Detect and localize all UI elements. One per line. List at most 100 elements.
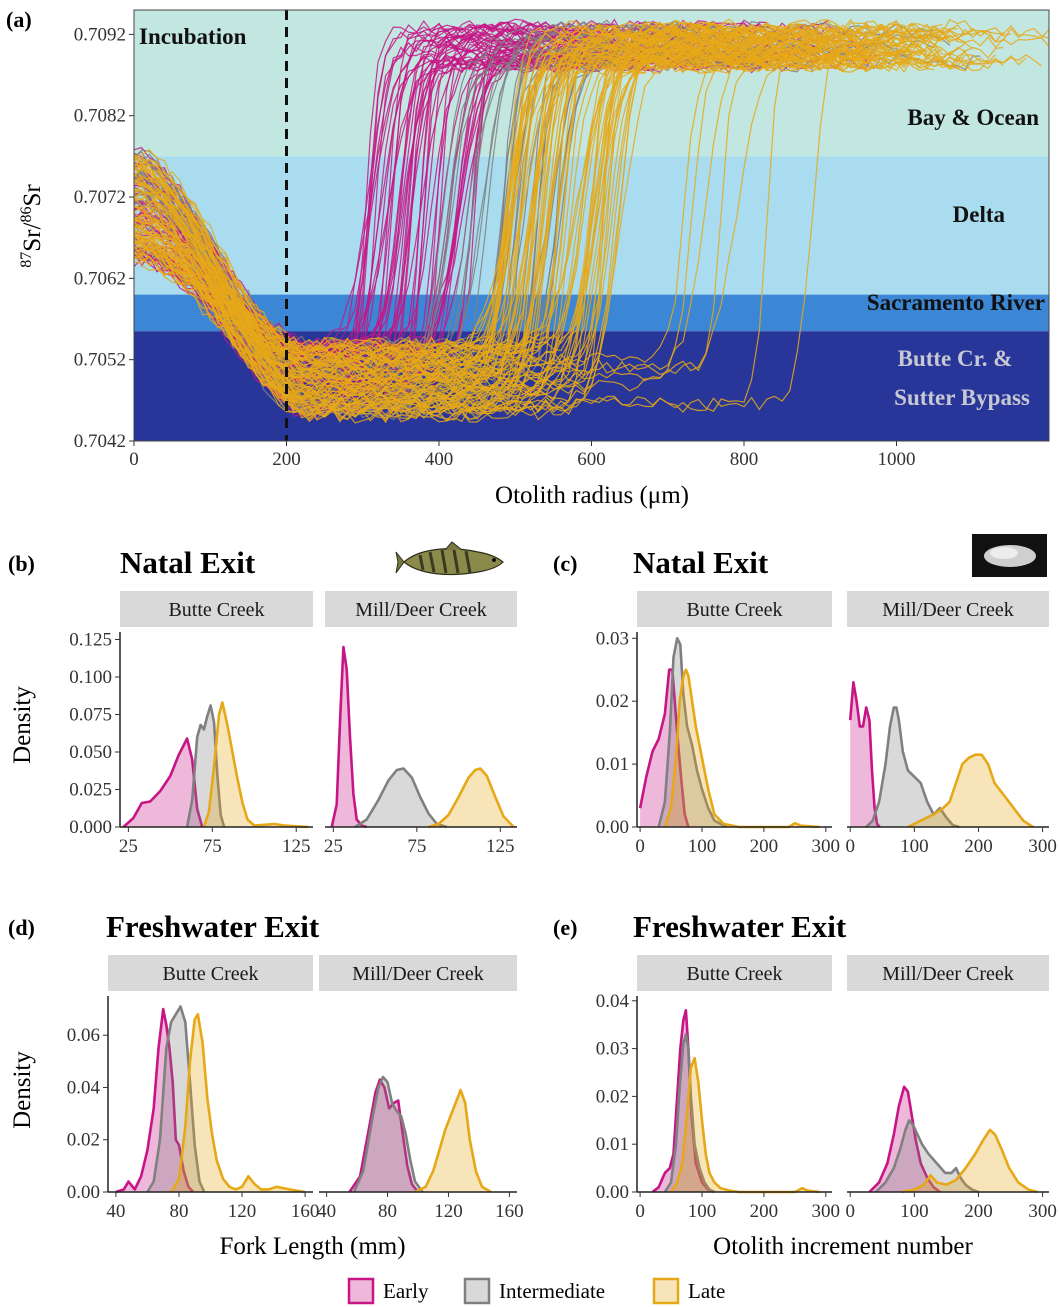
facet-strip (108, 955, 313, 991)
y-tick-label: 0.075 (69, 705, 112, 726)
y-tick-label: 0.00 (596, 1182, 629, 1203)
x-tick-label: 120 (434, 1201, 463, 1222)
x-tick-label: 0 (845, 836, 855, 857)
density-fill-late (671, 1058, 820, 1192)
panel-d-plots: Butte Creek 40 80 120 160 0.00 0.02 0.04 0.06 Mil… (9, 955, 524, 1260)
panel-a-y-axis: 0.7042 0.7052 0.7062 0.7072 0.7082 0.7092 (74, 24, 134, 452)
y-tick-label: 0.01 (596, 1134, 629, 1155)
density-fill-early (349, 1079, 418, 1192)
panel-b: (b) Natal Exit Butte Creek 25 75 125 0.000 0.… (8, 541, 517, 857)
facet-strip (325, 591, 517, 627)
density-line-early (348, 1078, 420, 1193)
trajectory-late (134, 57, 897, 422)
panel-d-letter: (d) (8, 915, 35, 940)
density-fill-intermediate (354, 1077, 423, 1192)
legend-label-intermediate: Intermediate (499, 1279, 605, 1303)
x-tick-label: 100 (900, 1201, 929, 1222)
panel-c-plots: Butte Creek 0 100 200 300 0.00 0.01 0.02 0.03 Mil… (596, 591, 1057, 857)
density-fill-late (901, 1129, 1038, 1192)
density-line-late (907, 753, 1034, 829)
panel-a-x-axis: 0 200 400 600 800 1000 (129, 441, 916, 470)
x-tick-label: 40 (106, 1201, 125, 1222)
facet-strip-label: Butte Creek (686, 599, 782, 621)
legend-swatch-intermediate (463, 1277, 491, 1305)
x-tick-label: 25 (324, 836, 343, 857)
y-tick-label: 0.025 (69, 780, 112, 801)
density-line-early (330, 645, 368, 829)
trajectory-late (134, 20, 828, 395)
facet-strip (847, 955, 1049, 991)
density-line-intermediate (663, 1032, 715, 1194)
facet-strip (120, 591, 313, 627)
x-tick-label: 25 (119, 836, 138, 857)
y-tick-label: 0.7082 (74, 106, 126, 127)
density-line-intermediate (185, 704, 226, 828)
panel-d: (d) Freshwater Exit Butte Creek 40 80 120 16… (8, 909, 524, 1260)
x-tick-label: 300 (812, 1201, 841, 1222)
legend: Early Intermediate Late (347, 1277, 725, 1305)
density-line-intermediate (352, 1075, 424, 1193)
density-line-late (428, 767, 515, 829)
x-tick-label: 600 (577, 449, 606, 470)
x-tick-label: 125 (282, 836, 311, 857)
density-line-intermediate (146, 1005, 206, 1193)
x-tick-label: 40 (317, 1201, 336, 1222)
x-tick-label: 0 (845, 1201, 855, 1222)
panel-b-letter: (b) (8, 551, 35, 576)
panel-e-letter: (e) (553, 915, 577, 940)
y-tick-label: 0.03 (596, 1039, 629, 1060)
y-tick-label: 0.100 (69, 667, 112, 688)
x-tick-label: 200 (272, 449, 301, 470)
zone-label-butte-line2: Sutter Bypass (894, 385, 1030, 410)
panel-a-x-title: Otolith radius (μm) (495, 482, 689, 509)
x-tick-label: 0 (635, 836, 645, 857)
density-fill-intermediate (875, 1120, 979, 1192)
y-tick-label: 0.050 (69, 742, 112, 763)
legend-swatch-early (347, 1277, 375, 1305)
y-tick-label: 0.01 (596, 754, 629, 775)
y-tick-label: 0.125 (69, 630, 112, 651)
incubation-label: Incubation (139, 24, 247, 49)
legend-label-late: Late (688, 1279, 725, 1303)
panel-c-title: Natal Exit (633, 545, 769, 580)
panel-e: (e) Freshwater Exit Butte Creek 0 100 200 30… (553, 909, 1057, 1260)
density-fill-late (171, 1014, 306, 1192)
y-tick-label: 0.06 (67, 1025, 100, 1046)
x-tick-label: 800 (730, 449, 759, 470)
facet-butte-creek: Butte Creek 0 100 200 300 0.00 0.01 0.02 0.03 0.0… (596, 955, 840, 1222)
x-tick-label: 100 (900, 836, 929, 857)
x-tick-label: 80 (378, 1201, 397, 1222)
density-fill-early (640, 669, 689, 827)
legend-item-late: Late (652, 1277, 725, 1305)
y-tick-label: 0.7072 (74, 187, 126, 208)
x-tick-label: 300 (1028, 836, 1057, 857)
x-tick-label: 75 (203, 836, 222, 857)
density-fill-late (664, 669, 820, 827)
y-tick-label: 0.7092 (74, 24, 126, 45)
density-fill-late (414, 1090, 492, 1192)
trajectory-late (134, 40, 943, 421)
trajectory-late (134, 57, 775, 408)
y-tick-label: 0.02 (67, 1130, 100, 1151)
facet-mill-deer-creek: Mill/Deer Creek 0 100 200 300 (845, 591, 1057, 857)
facet-strip-label: Butte Creek (162, 963, 258, 985)
x-tick-label: 120 (228, 1201, 257, 1222)
legend-label-early: Early (383, 1279, 429, 1303)
x-tick-label: 1000 (878, 449, 916, 470)
density-fill-late (428, 768, 514, 827)
density-line-late (901, 1128, 1038, 1194)
panel-b-title: Natal Exit (120, 545, 256, 580)
x-tick-label: 75 (407, 836, 426, 857)
trajectory-late (134, 32, 958, 363)
legend-item-intermediate: Intermediate (463, 1277, 605, 1305)
y-tick-label: 0.04 (67, 1077, 101, 1098)
panel-e-title: Freshwater Exit (633, 909, 847, 944)
x-tick-label: 300 (1028, 1201, 1057, 1222)
y-tick-label: 0.7042 (74, 431, 126, 452)
facet-strip (637, 955, 832, 991)
x-tick-label: 0 (635, 1201, 645, 1222)
y-tick-label: 0.02 (596, 1086, 629, 1107)
facet-mill-deer-creek: Mill/Deer Creek 25 75 125 (324, 591, 517, 857)
legend-swatch-late (652, 1277, 680, 1305)
